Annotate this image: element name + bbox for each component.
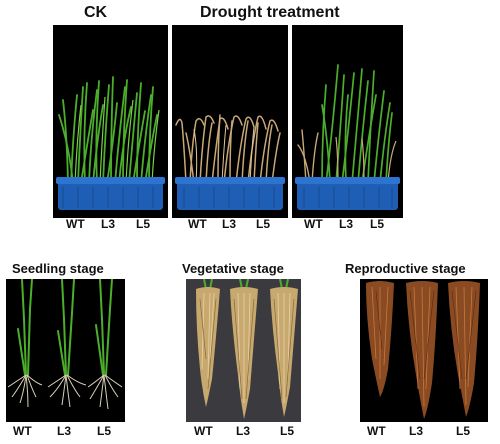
label-ck-wt: WT xyxy=(66,217,85,231)
label-reproductive-wt: WT xyxy=(367,424,386,438)
ck-plants-graphic xyxy=(56,76,165,210)
label-vegetative-wt: WT xyxy=(194,424,213,438)
label-drought-wt: WT xyxy=(188,217,207,231)
photo-seedling-roots xyxy=(6,279,125,422)
label-reproductive-l3: L3 xyxy=(409,424,424,438)
header-drought-treatment: Drought treatment xyxy=(200,4,340,21)
title-vegetative-stage: Vegetative stage xyxy=(182,261,284,276)
photo-recovery-plants xyxy=(292,25,403,218)
seedling-roots-graphic xyxy=(7,279,123,410)
photo-vegetative-roots xyxy=(186,279,301,422)
label-recovery-l3: L3 xyxy=(339,217,354,231)
label-reproductive-l5: L5 xyxy=(456,424,471,438)
label-drought-l3: L3 xyxy=(222,217,237,231)
label-ck-l5: L5 xyxy=(136,217,151,231)
label-seedling-l5: L5 xyxy=(97,424,112,438)
vegetative-roots-graphic xyxy=(196,279,298,419)
photo-drought-plants xyxy=(172,25,288,218)
label-vegetative-l5: L5 xyxy=(280,424,295,438)
recovery-plants-graphic xyxy=(295,64,400,210)
label-recovery-l5: L5 xyxy=(370,217,385,231)
photo-ck-plants xyxy=(53,25,168,218)
reproductive-roots-graphic xyxy=(366,281,480,419)
label-drought-l5: L5 xyxy=(256,217,271,231)
label-vegetative-l3: L3 xyxy=(236,424,251,438)
label-seedling-wt: WT xyxy=(13,424,32,438)
title-reproductive-stage: Reproductive stage xyxy=(345,261,466,276)
title-seedling-stage: Seedling stage xyxy=(12,261,104,276)
photo-reproductive-roots xyxy=(360,279,488,422)
label-recovery-wt: WT xyxy=(304,217,323,231)
label-seedling-l3: L3 xyxy=(57,424,72,438)
header-ck: CK xyxy=(84,4,108,21)
label-ck-l3: L3 xyxy=(101,217,116,231)
drought-plants-graphic xyxy=(175,114,285,210)
